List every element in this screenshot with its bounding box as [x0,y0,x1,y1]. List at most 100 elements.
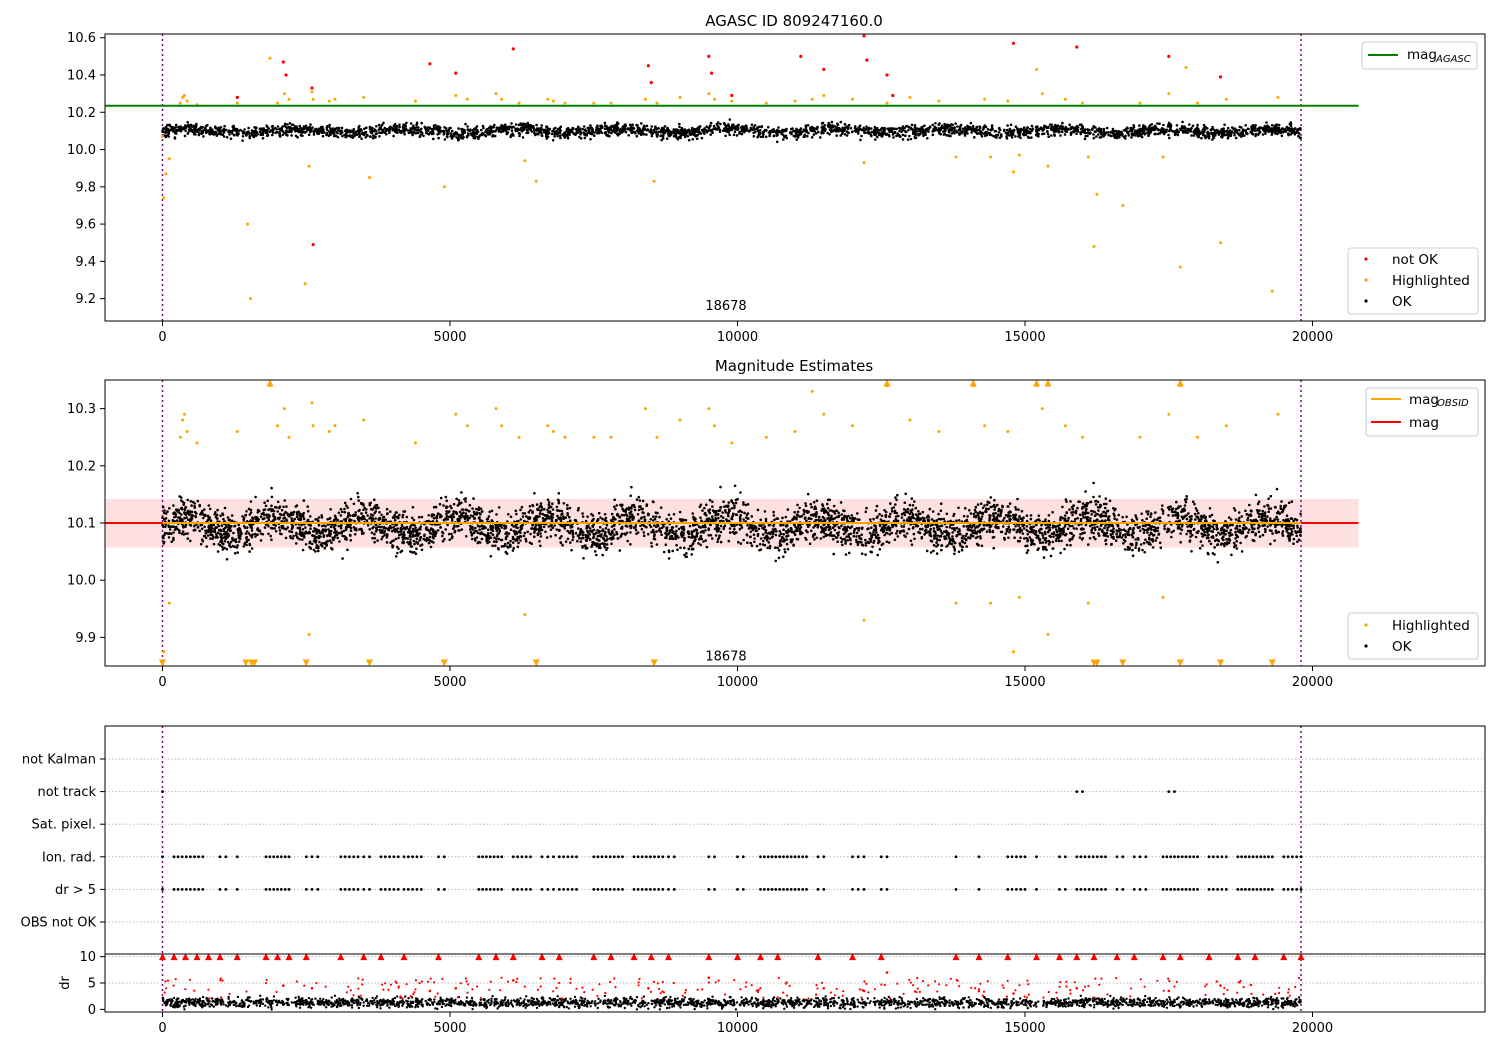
ok-point [768,131,772,134]
ok-point [873,125,877,129]
ok-point [569,541,572,544]
ok-point [983,124,987,127]
ok-point [1021,128,1025,131]
ok-point [556,134,559,138]
ok-point [793,510,796,514]
ok-point [278,127,281,131]
ok-point [972,512,976,516]
ok-point [384,127,388,131]
ok-point [1014,135,1017,138]
highlighted-point [1040,92,1044,96]
ok-point [630,131,633,135]
ok-point [481,132,484,135]
highlighted-point [333,97,337,101]
ok-point [1089,517,1092,520]
ok-point [574,532,578,535]
ok-point [1177,131,1180,134]
ok-point [303,131,307,134]
ok-point [1296,127,1300,131]
ok-point [712,127,715,130]
ok-point [898,127,902,130]
ok-point [1066,527,1070,531]
ok-point [795,133,798,137]
ok-point [519,122,522,125]
ok-point [826,506,830,510]
ok-point [1061,121,1064,125]
ok-point [294,134,298,138]
ok-point [872,530,875,534]
ok-point [904,130,907,134]
ok-point [557,492,561,495]
ok-point [646,128,650,131]
ok-point [930,518,934,521]
ok-point [422,134,425,138]
highlighted-point [1224,97,1228,101]
ok-point [966,124,969,128]
ok-point [544,530,547,534]
ok-point [843,126,847,129]
ok-point [380,513,383,517]
panel-1-obsid-label: 18678 [705,299,746,314]
ok-point [234,129,238,133]
ok-point [445,135,449,138]
ok-point [244,532,248,535]
ok-point [913,500,916,503]
ok-point [472,127,476,131]
ok-point [730,507,734,510]
ok-point [908,134,911,138]
ok-point [523,126,526,130]
ok-point [691,138,695,141]
ok-point [759,518,762,522]
ok-point [449,134,453,138]
ok-point [817,130,820,134]
ok-point [949,134,952,138]
ok-point [1257,127,1260,131]
ok-point [1226,137,1230,140]
ok-point [662,131,665,134]
ok-point [441,534,444,538]
ok-point [538,540,541,543]
ok-point [1280,134,1284,138]
ok-point [864,510,868,513]
ok-point [551,508,555,511]
ok-point [245,134,248,137]
ok-point [409,129,412,132]
highlighted-point [983,97,987,101]
ok-point [635,498,639,501]
ok-point [727,124,731,128]
ok-point [225,136,229,139]
ok-point [1227,134,1231,137]
ok-point [640,527,644,531]
ok-point [1253,125,1257,129]
ok-point [510,122,513,125]
ok-point [635,134,639,138]
ok-point [1040,523,1043,527]
ok-point [1291,524,1294,527]
ok-point [955,526,959,530]
ok-point [457,499,461,502]
ok-point [1132,127,1135,131]
ok-point [217,543,220,546]
ok-point [867,128,871,131]
ok-point [894,496,897,499]
ok-point [1179,127,1182,131]
ok-point [735,134,739,137]
not-ok-point [822,67,826,71]
ok-point [1129,126,1132,130]
ok-point [473,137,477,140]
not-ok-point [891,93,895,98]
highlighted-point [908,95,912,99]
highlighted-point [810,97,814,101]
ok-point [436,529,440,532]
ok-point [219,514,222,518]
ok-point [504,550,508,554]
ok-point [527,125,531,129]
ok-point [1116,134,1120,138]
ok-point [1254,493,1258,497]
not-ok-point [862,34,866,38]
ok-point [1111,127,1115,131]
ok-point [208,507,212,511]
ok-point [1211,135,1215,138]
ok-point [840,129,843,133]
ok-point [265,134,269,137]
